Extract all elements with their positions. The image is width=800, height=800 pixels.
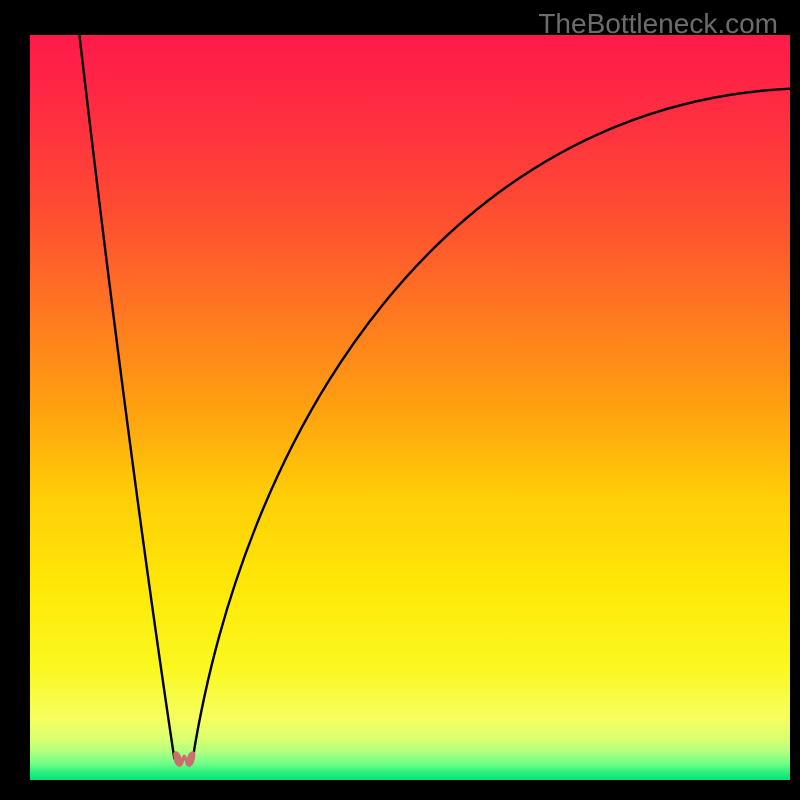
- plot-area: [30, 35, 790, 780]
- gradient-background: [30, 35, 790, 780]
- plot-svg: [30, 35, 790, 780]
